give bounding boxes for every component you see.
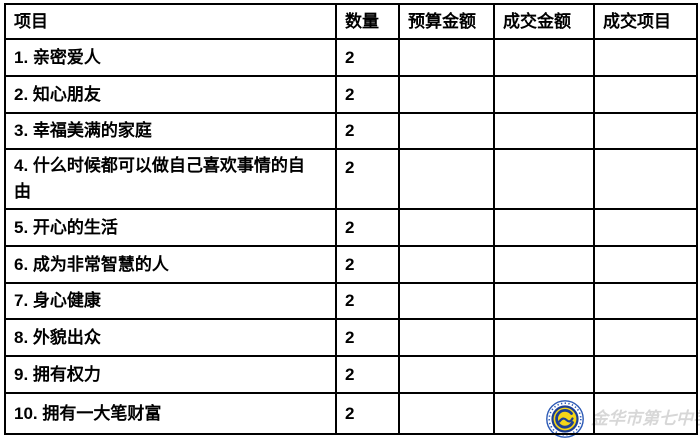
table-row: 8. 外貌出众 2: [4, 318, 698, 357]
budget-cell: [398, 148, 495, 210]
table-row: 9. 拥有权力 2: [4, 355, 698, 394]
deal-item-cell: [593, 112, 698, 150]
header-qty: 数量: [335, 3, 400, 40]
deal-item-cell: [593, 148, 698, 210]
deal-item-cell: [593, 318, 698, 357]
budget-cell: [398, 355, 495, 394]
budget-cell: [398, 245, 495, 284]
header-budget: 预算金额: [398, 3, 495, 40]
item-cell: 3. 幸福美满的家庭: [4, 112, 337, 150]
table-row: 5. 开心的生活 2: [4, 208, 698, 247]
item-cell: 4. 什么时候都可以做自己喜欢事情的自由: [4, 148, 337, 210]
budget-cell: [398, 75, 495, 114]
deal-amount-cell: [493, 148, 595, 210]
qty-cell: 2: [335, 282, 400, 320]
deal-item-cell: [593, 208, 698, 247]
deal-item-cell: [593, 282, 698, 320]
table-row: 4. 什么时候都可以做自己喜欢事情的自由 2: [4, 148, 698, 210]
deal-amount-cell: [493, 112, 595, 150]
header-deal-amount: 成交金额: [493, 3, 595, 40]
table-row: 10. 拥有一大笔财富 2: [4, 392, 698, 435]
budget-cell: [398, 38, 495, 77]
budget-cell: [398, 392, 495, 435]
budget-cell: [398, 112, 495, 150]
budget-cell: [398, 208, 495, 247]
qty-cell: 2: [335, 355, 400, 394]
qty-cell: 2: [335, 208, 400, 247]
qty-cell: 2: [335, 245, 400, 284]
deal-amount-cell: [493, 282, 595, 320]
qty-cell: 2: [335, 112, 400, 150]
table-row: 6. 成为非常智慧的人 2: [4, 245, 698, 284]
table-row: 3. 幸福美满的家庭 2: [4, 112, 698, 150]
deal-amount-cell: [493, 75, 595, 114]
table-row: 1. 亲密爱人 2: [4, 38, 698, 77]
deal-item-cell: [593, 355, 698, 394]
item-cell: 2. 知心朋友: [4, 75, 337, 114]
deal-amount-cell: [493, 355, 595, 394]
deal-amount-cell: [493, 208, 595, 247]
qty-cell: 2: [335, 148, 400, 210]
header-deal-item: 成交项目: [593, 3, 698, 40]
header-item: 项目: [4, 3, 337, 40]
item-cell: 8. 外貌出众: [4, 318, 337, 357]
deal-item-cell: [593, 392, 698, 435]
deal-amount-cell: [493, 318, 595, 357]
deal-amount-cell: [493, 38, 595, 77]
item-cell: 6. 成为非常智慧的人: [4, 245, 337, 284]
deal-amount-cell: [493, 392, 595, 435]
header-row: 项目 数量 预算金额 成交金额 成交项目: [4, 3, 698, 40]
item-cell: 7. 身心健康: [4, 282, 337, 320]
qty-cell: 2: [335, 38, 400, 77]
qty-cell: 2: [335, 318, 400, 357]
item-cell: 9. 拥有权力: [4, 355, 337, 394]
item-cell: 1. 亲密爱人: [4, 38, 337, 77]
qty-cell: 2: [335, 392, 400, 435]
qty-cell: 2: [335, 75, 400, 114]
deal-item-cell: [593, 75, 698, 114]
deal-item-cell: [593, 38, 698, 77]
deal-amount-cell: [493, 245, 595, 284]
item-cell: 10. 拥有一大笔财富: [4, 392, 337, 435]
budget-cell: [398, 282, 495, 320]
table-row: 7. 身心健康 2: [4, 282, 698, 320]
deal-item-cell: [593, 245, 698, 284]
table-row: 2. 知心朋友 2: [4, 75, 698, 114]
item-cell: 5. 开心的生活: [4, 208, 337, 247]
items-table: 项目 数量 预算金额 成交金额 成交项目 1. 亲密爱人 2 2. 知心朋友 2…: [4, 3, 698, 435]
budget-cell: [398, 318, 495, 357]
